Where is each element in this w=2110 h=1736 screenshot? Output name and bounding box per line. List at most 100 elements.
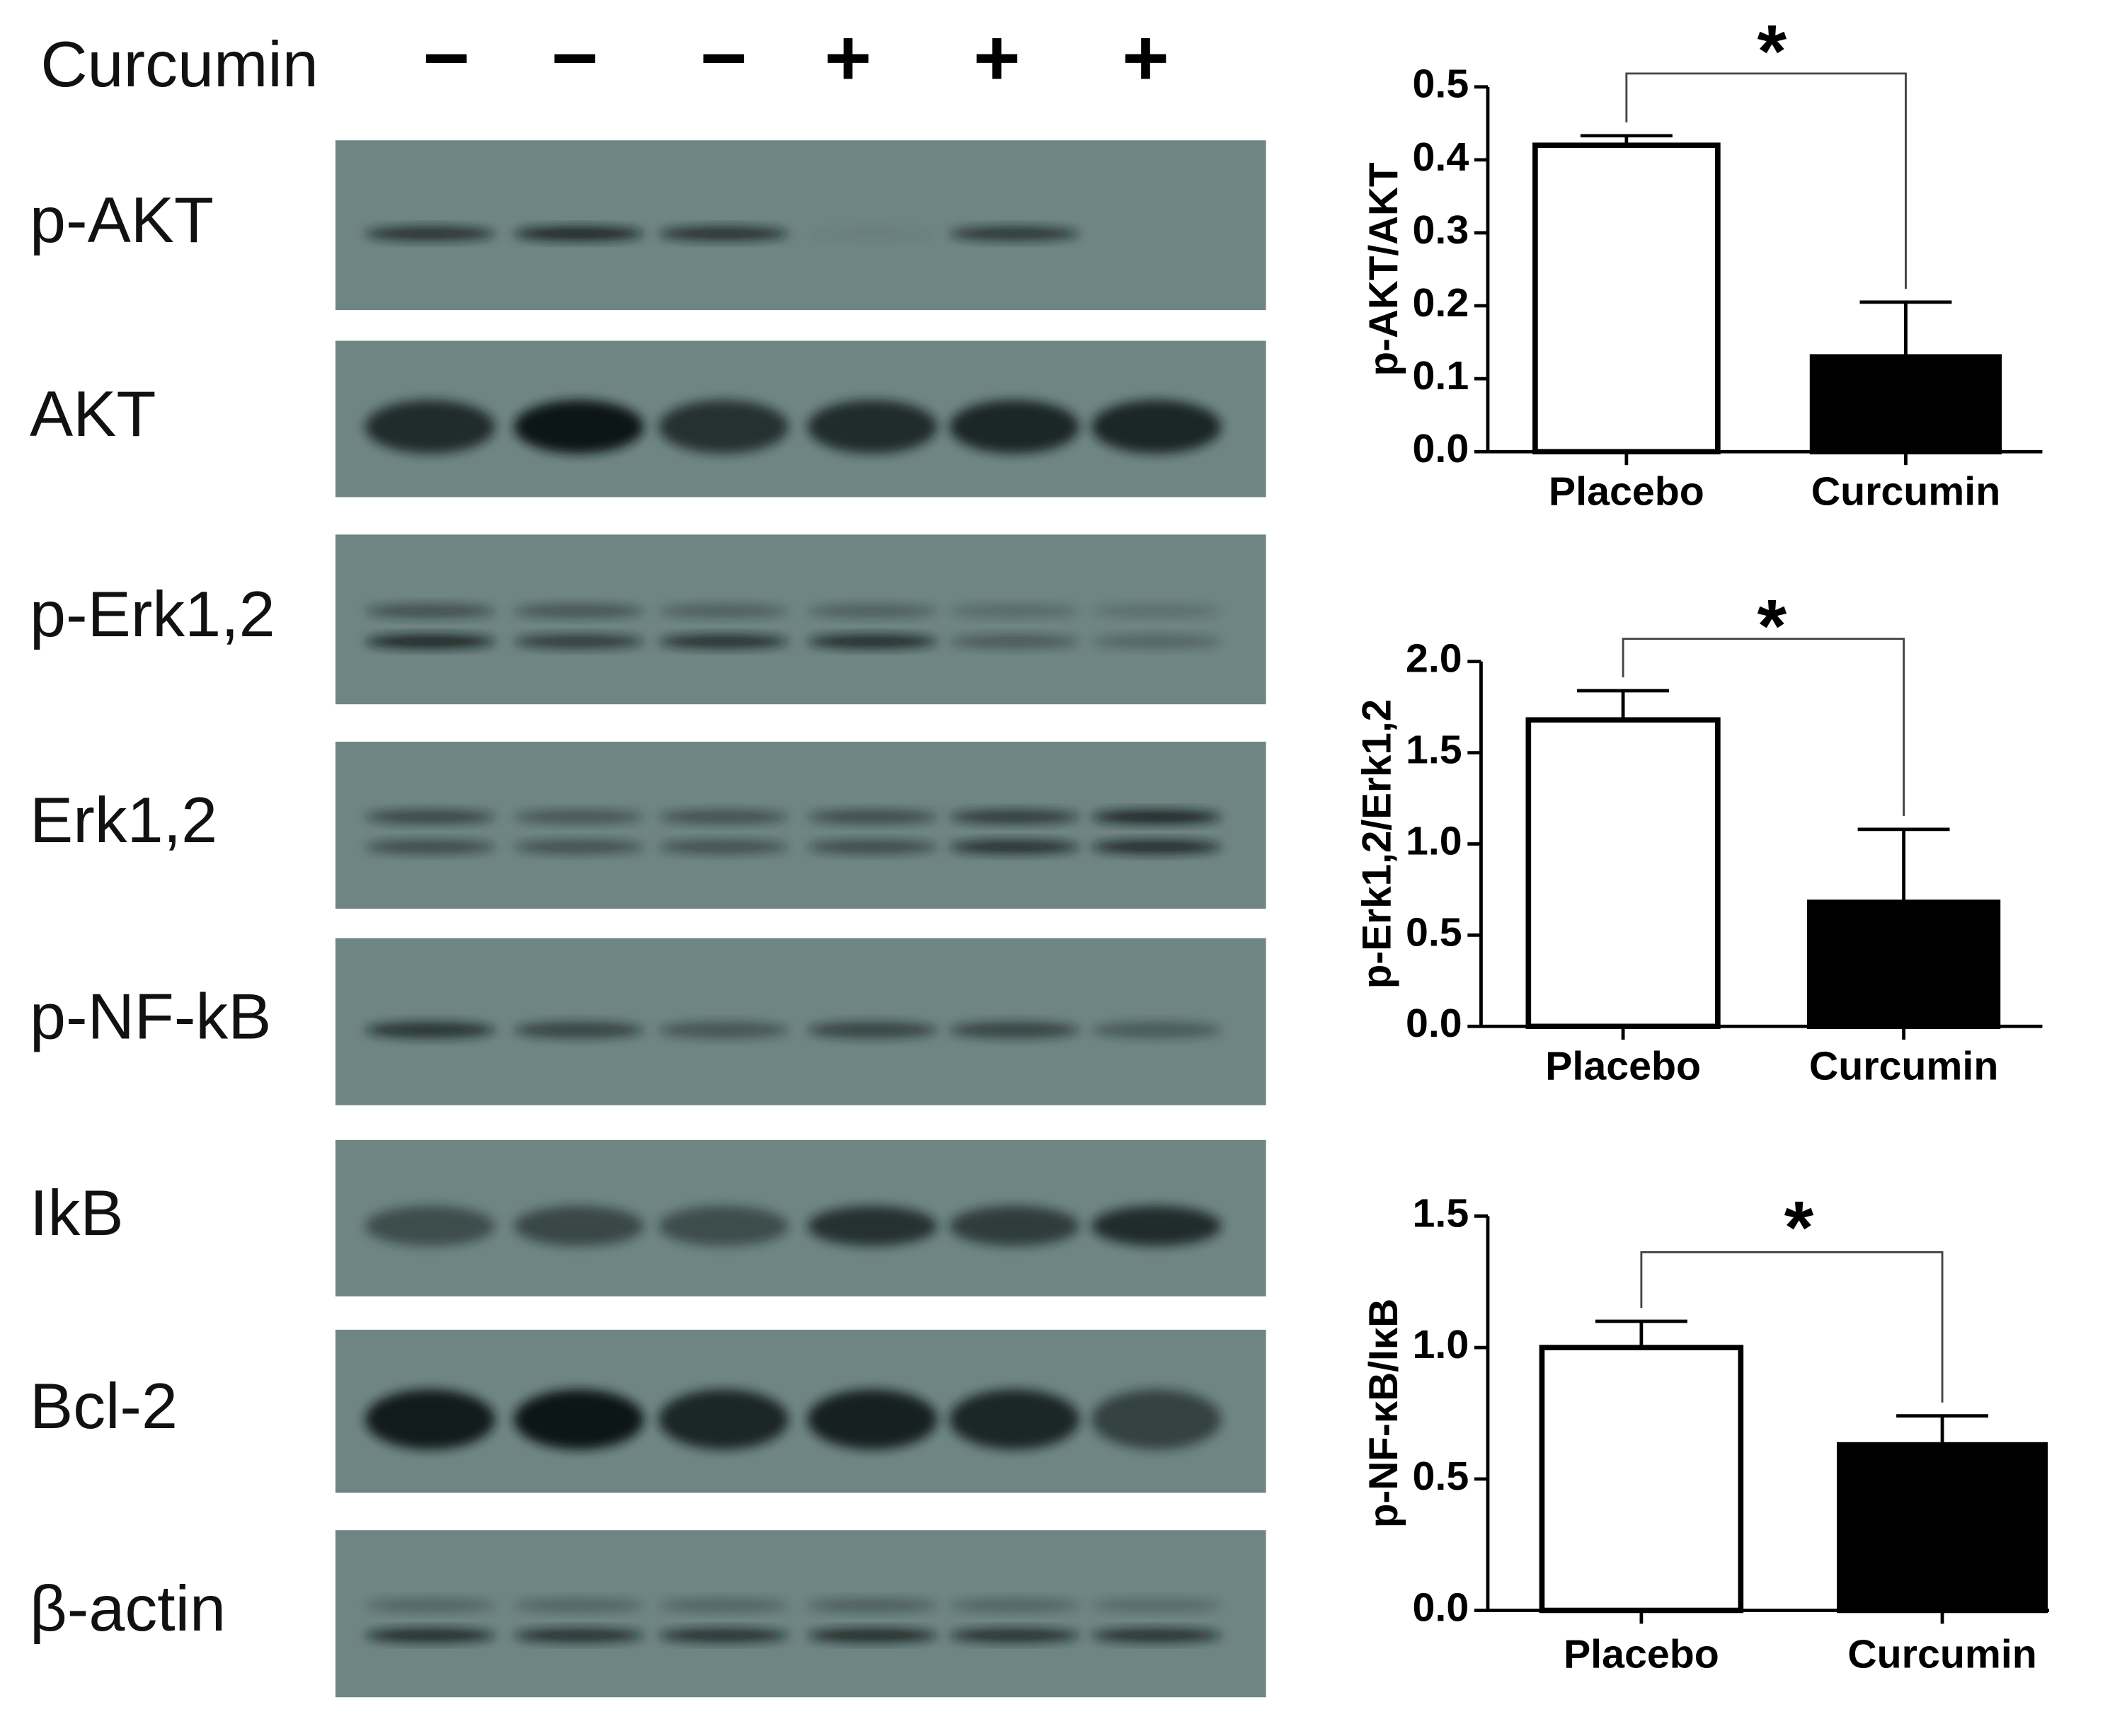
- blot-band: [514, 840, 644, 854]
- blot-strip: [335, 742, 1266, 909]
- y-axis-label: p-Erk1,2/Erk1,2: [1354, 699, 1399, 989]
- blot-band: [1091, 1022, 1222, 1038]
- row-label: IkB: [30, 1178, 124, 1249]
- blot-band: [807, 1205, 938, 1246]
- blot-band: [1091, 840, 1222, 854]
- x-tick-label: Placebo: [1545, 1044, 1701, 1089]
- blot-strip: [335, 938, 1266, 1105]
- blot-band: [365, 840, 495, 854]
- x-tick-label: Curcumin: [1847, 1632, 2037, 1677]
- blot-band: [949, 1022, 1079, 1038]
- x-tick-label: Placebo: [1564, 1632, 1719, 1677]
- row-label: Bcl-2: [30, 1371, 178, 1442]
- blot-band: [365, 1205, 495, 1246]
- blot-band: [807, 1598, 938, 1612]
- y-tick-label: 0.5: [1413, 1454, 1469, 1499]
- blot-band: [514, 400, 644, 454]
- blot-band: [365, 226, 495, 241]
- y-tick-label: 0.3: [1413, 207, 1469, 253]
- blot-band: [1091, 1389, 1222, 1450]
- blot-strip: [335, 140, 1266, 311]
- lane-sign: +: [1122, 13, 1169, 103]
- lane-sign: +: [825, 13, 872, 103]
- blot-band: [949, 1598, 1079, 1612]
- blot-band: [1091, 604, 1222, 618]
- significance-bracket: [1625, 72, 1907, 289]
- treatment-label: Curcumin: [40, 29, 318, 100]
- blot-band: [658, 1598, 789, 1612]
- y-tick-label: 1.5: [1413, 1191, 1469, 1236]
- blot-band: [949, 634, 1079, 648]
- blot-band: [1091, 1205, 1222, 1246]
- y-tick-label: 0.0: [1413, 1585, 1469, 1631]
- bar: [1539, 1345, 1744, 1614]
- blot-band: [658, 634, 789, 648]
- row-label: β-actin: [30, 1573, 226, 1645]
- blot-band: [949, 226, 1079, 241]
- y-tick-label: 2.0: [1406, 636, 1462, 682]
- blot-band: [365, 1022, 495, 1038]
- y-tick-label: 0.5: [1413, 62, 1469, 107]
- significance-star: *: [1757, 10, 1787, 93]
- x-tick-label: Curcumin: [1809, 1044, 1999, 1089]
- blot-band: [807, 810, 938, 824]
- bar: [1836, 1442, 2048, 1614]
- blot-band: [514, 1628, 644, 1643]
- y-tick-label: 0.0: [1406, 1001, 1462, 1047]
- blot-band: [658, 400, 789, 454]
- lane-sign: −: [700, 13, 747, 103]
- row-label: AKT: [30, 378, 156, 449]
- blot-band: [1091, 634, 1222, 648]
- blot-band: [949, 400, 1079, 454]
- blot-band: [658, 810, 789, 824]
- blot-band: [1091, 1598, 1222, 1612]
- blot-band: [514, 1389, 644, 1450]
- blot-band: [365, 1628, 495, 1643]
- blot-band: [658, 840, 789, 854]
- x-tick-label: Placebo: [1549, 469, 1704, 515]
- blot-band: [949, 604, 1079, 618]
- blot-band: [514, 226, 644, 241]
- lane-sign: −: [423, 13, 470, 103]
- blot-band: [514, 604, 644, 618]
- blot-band: [365, 1389, 495, 1450]
- significance-star: *: [1784, 1185, 1814, 1269]
- blot-band: [514, 1598, 644, 1612]
- blot-band: [807, 634, 938, 648]
- blot-band: [365, 1598, 495, 1612]
- blot-strip: [335, 1530, 1266, 1698]
- y-tick-label: 0.5: [1406, 910, 1462, 955]
- blot-band: [514, 810, 644, 824]
- blot-band: [807, 1389, 938, 1450]
- bar: [1525, 717, 1721, 1030]
- blot-band: [949, 1628, 1079, 1643]
- y-tick-label: 0.4: [1413, 134, 1469, 180]
- blot-band: [807, 226, 938, 241]
- row-label: Erk1,2: [30, 785, 217, 856]
- row-label: p-AKT: [30, 185, 214, 256]
- significance-star: *: [1757, 585, 1787, 668]
- y-tick-label: 1.0: [1406, 819, 1462, 864]
- blot-band: [949, 810, 1079, 824]
- blot-band: [1091, 810, 1222, 824]
- blot-band: [365, 400, 495, 454]
- blot-band: [514, 1205, 644, 1246]
- blot-band: [365, 634, 495, 648]
- blot-band: [807, 1628, 938, 1643]
- blot-band: [658, 1628, 789, 1643]
- blot-band: [1091, 1628, 1222, 1643]
- significance-bracket: [1622, 638, 1905, 817]
- lane-sign: +: [973, 13, 1021, 103]
- row-label: p-NF-kB: [30, 981, 271, 1052]
- blot-band: [949, 1205, 1079, 1246]
- y-tick-label: 1.0: [1413, 1322, 1469, 1367]
- lane-sign: −: [551, 13, 599, 103]
- bar: [1806, 899, 2001, 1030]
- blot-strip: [335, 534, 1266, 705]
- blot-band: [949, 840, 1079, 854]
- blot-band: [658, 226, 789, 241]
- y-axis-label: p-NF-κB/IκB: [1361, 1299, 1406, 1528]
- y-axis-label: p-AKT/AKT: [1361, 162, 1406, 376]
- x-tick-label: Curcumin: [1811, 469, 2001, 515]
